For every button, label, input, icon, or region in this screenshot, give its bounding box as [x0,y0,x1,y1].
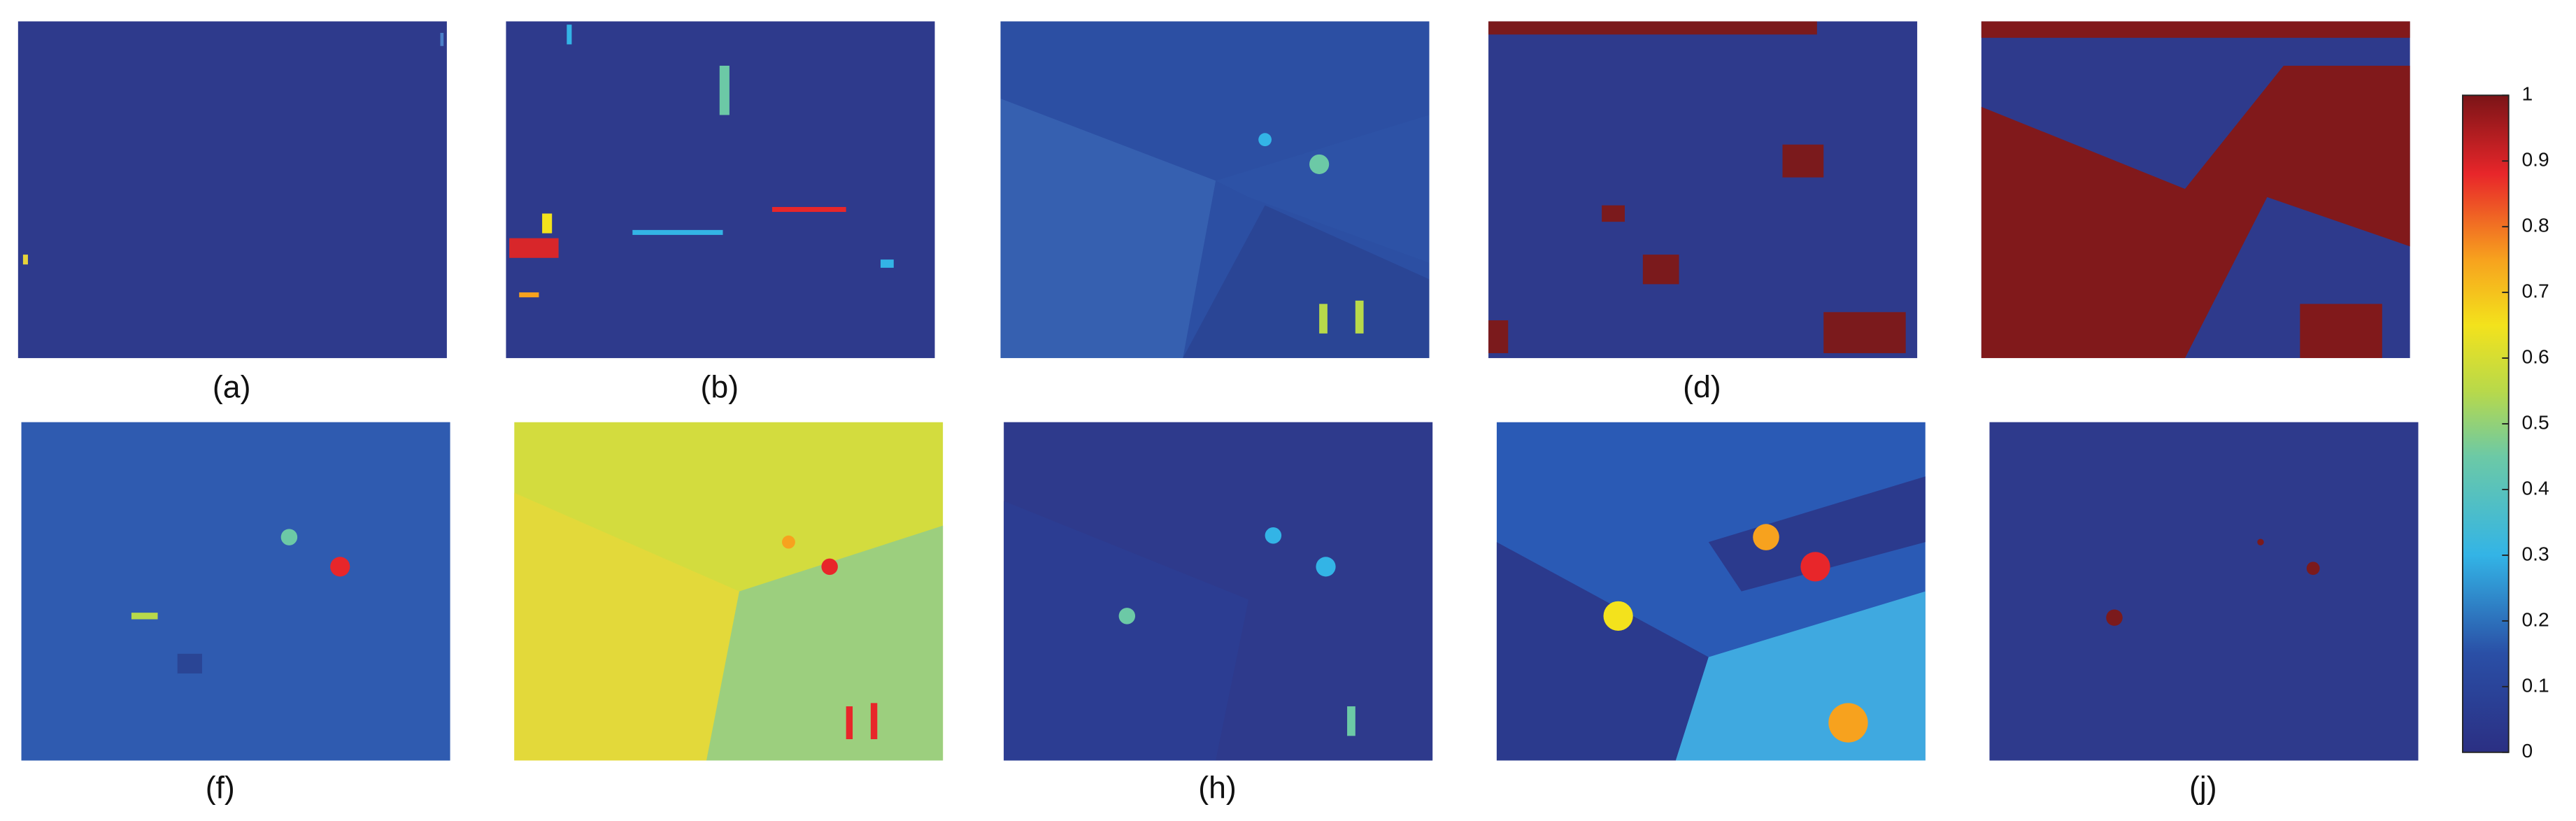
panel-j: (j) [1989,422,2419,806]
panel-g: (g) [514,422,944,806]
panel-label: (a) [213,370,251,404]
tick-label: 0.7 [2521,280,2549,302]
panel-label: (b) [701,370,739,404]
panel-i: (i) [1496,422,1926,806]
panel-d: (d) [1488,21,1918,404]
tick-label: 1 [2521,83,2533,105]
panel-b: (b) [506,21,935,404]
tick-label: 0.2 [2521,608,2549,630]
tick-label: 0.5 [2521,410,2549,433]
panel-e: (e) [1981,21,2410,404]
tick-label: 0.1 [2521,673,2549,696]
panel-label: (f) [206,771,235,806]
panel-label: (j) [2189,771,2217,806]
panel-label: (e) [2176,370,2214,404]
panel-label: (g) [701,771,739,806]
tick-label: 0 [2521,739,2533,762]
tick-label: 0.6 [2521,345,2549,368]
tick-label: 0.4 [2521,476,2549,499]
panel-c: (c) [1000,21,1430,404]
tick-label: 0.8 [2521,214,2549,236]
colorbar [2461,94,2510,753]
panel-label: (h) [1198,771,1237,806]
panel-f: (f) [21,422,450,806]
panel-label: (c) [1196,370,1232,404]
panel-a: (a) [17,21,447,404]
tick-label: 0.9 [2521,148,2549,171]
panel-label: (i) [1696,771,1724,806]
panel-h: (h) [1004,422,1433,806]
tick-label: 0.3 [2521,542,2549,564]
panel-label: (d) [1683,370,1721,404]
